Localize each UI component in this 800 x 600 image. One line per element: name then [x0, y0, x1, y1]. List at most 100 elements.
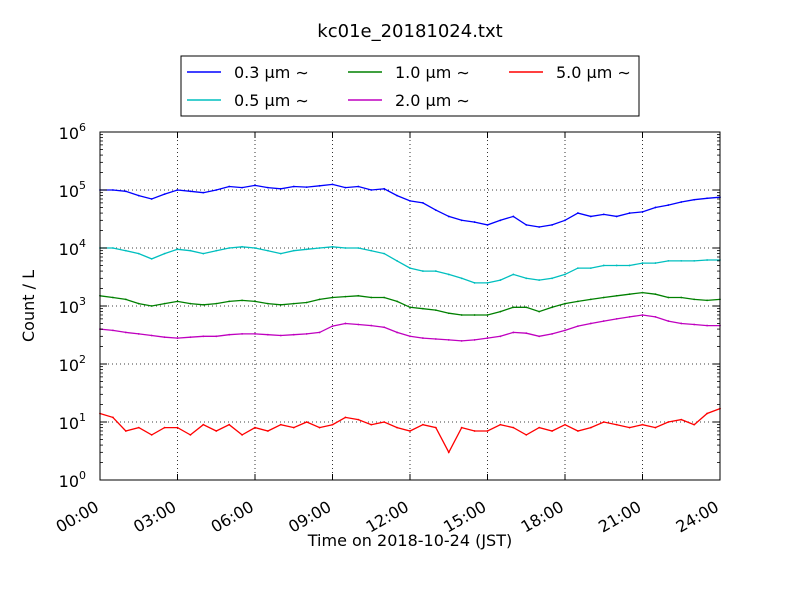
- data-point: [344, 295, 347, 298]
- data-point: [305, 301, 308, 304]
- data-point: [589, 322, 592, 325]
- legend-label: 0.3 μm ∼: [234, 63, 309, 82]
- x-axis-label: Time on 2018-10-24 (JST): [307, 531, 512, 550]
- data-point: [124, 190, 127, 193]
- data-point: [434, 338, 437, 340]
- data-point: [396, 331, 398, 334]
- data-point: [202, 303, 205, 306]
- y-tick-exponent: 0: [79, 469, 86, 482]
- data-point: [525, 433, 528, 436]
- data-point: [706, 412, 708, 415]
- data-point: [357, 294, 360, 297]
- data-point: [292, 185, 295, 188]
- data-point: [370, 423, 373, 426]
- data-point: [667, 204, 670, 206]
- y-tick-base: 10: [59, 356, 79, 375]
- data-point: [499, 219, 502, 222]
- data-point: [602, 421, 605, 423]
- data-point: [383, 326, 386, 329]
- data-point: [667, 296, 670, 299]
- data-point: [409, 335, 411, 338]
- series-1: [99, 245, 721, 284]
- data-point: [641, 291, 644, 294]
- data-point: [422, 270, 424, 272]
- data-point: [706, 259, 708, 261]
- data-point: [641, 262, 644, 264]
- data-point: [628, 212, 631, 214]
- y-tick-base: 10: [59, 182, 79, 201]
- data-point: [473, 282, 476, 284]
- data-point: [525, 277, 528, 280]
- data-point: [577, 212, 579, 214]
- series-group: [99, 183, 721, 454]
- y-tick-label: 100: [59, 469, 86, 491]
- data-point: [241, 333, 243, 335]
- data-point: [422, 423, 424, 426]
- data-point: [241, 433, 243, 436]
- data-point: [163, 252, 166, 255]
- data-point: [602, 213, 605, 216]
- data-point: [137, 426, 140, 429]
- data-point: [615, 317, 618, 320]
- data-point: [654, 315, 657, 318]
- data-point: [589, 298, 592, 301]
- data-point: [383, 296, 386, 299]
- data-point: [150, 334, 153, 337]
- data-point: [124, 430, 127, 432]
- data-point: [124, 249, 127, 252]
- data-point: [434, 209, 437, 212]
- data-point: [486, 314, 489, 316]
- data-point: [344, 186, 347, 189]
- data-point: [615, 294, 618, 297]
- data-point: [124, 331, 127, 334]
- data-point: [641, 314, 644, 316]
- data-point: [525, 224, 528, 226]
- data-point: [163, 336, 166, 339]
- data-point: [602, 320, 605, 322]
- y-tick-exponent: 3: [79, 295, 86, 308]
- data-point: [292, 249, 295, 252]
- chart-title: kc01e_20181024.txt: [317, 21, 502, 42]
- y-tick-exponent: 1: [79, 411, 86, 424]
- data-point: [344, 247, 347, 249]
- data-point: [409, 306, 411, 309]
- data-point: [538, 279, 541, 281]
- data-point: [112, 329, 114, 332]
- data-point: [254, 333, 256, 335]
- data-point: [628, 315, 631, 318]
- y-tick-label: 106: [59, 121, 86, 143]
- series-2: [99, 291, 721, 316]
- y-tick-label: 105: [59, 179, 86, 201]
- data-point: [460, 314, 463, 316]
- data-point: [202, 335, 205, 338]
- data-point: [447, 312, 450, 315]
- data-point: [383, 252, 386, 255]
- y-tick-base: 10: [59, 240, 79, 259]
- y-tick-exponent: 6: [79, 121, 86, 134]
- data-point: [215, 430, 218, 432]
- data-point: [577, 300, 579, 303]
- data-point: [551, 224, 553, 226]
- series-3: [99, 314, 721, 342]
- data-point: [254, 426, 256, 429]
- data-point: [525, 306, 528, 309]
- data-point: [564, 302, 566, 305]
- data-point: [680, 296, 683, 299]
- ticks: [99, 131, 721, 481]
- data-point: [409, 267, 411, 270]
- legend-label: 1.0 μm ∼: [395, 63, 470, 82]
- data-point: [667, 320, 670, 322]
- data-point: [499, 423, 502, 426]
- data-point: [305, 248, 308, 251]
- data-point: [680, 201, 683, 203]
- data-point: [331, 183, 334, 186]
- data-point: [589, 426, 592, 429]
- data-point: [189, 336, 192, 339]
- data-point: [564, 273, 566, 276]
- data-point: [564, 219, 566, 222]
- data-point: [331, 423, 334, 426]
- data-point: [305, 186, 308, 189]
- data-point: [680, 322, 683, 325]
- data-point: [383, 421, 386, 423]
- y-tick-label: 103: [59, 295, 86, 317]
